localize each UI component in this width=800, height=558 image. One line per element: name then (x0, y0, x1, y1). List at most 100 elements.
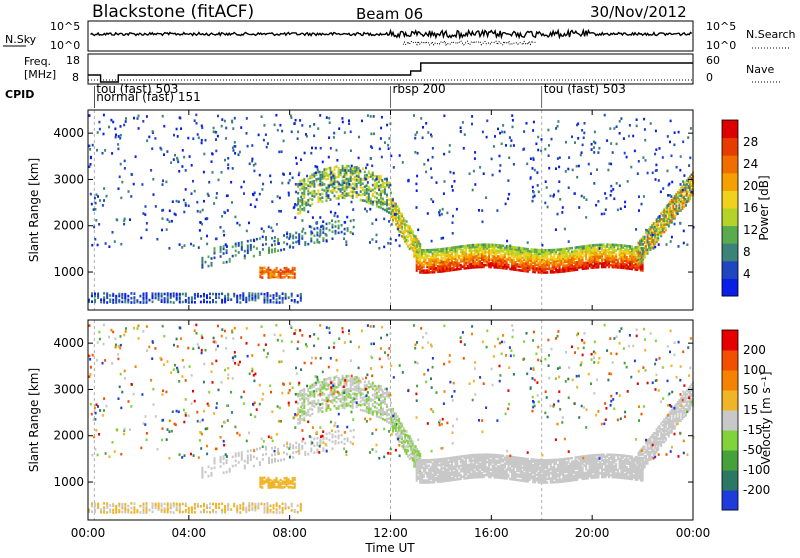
power-cell (492, 174, 494, 177)
power-cell (181, 246, 183, 249)
power-cell (677, 212, 679, 215)
power-cell (277, 129, 279, 132)
velocity-cell (300, 509, 302, 512)
power-cell (623, 137, 625, 140)
power-cell (178, 170, 180, 173)
power-cell (261, 188, 263, 191)
power-cell (170, 301, 172, 304)
power-cell (155, 293, 157, 296)
power-cell (286, 267, 288, 270)
power-cell (330, 169, 332, 172)
velocity-cell (366, 411, 368, 414)
power-cell (365, 185, 367, 188)
power-cell (285, 293, 287, 296)
velocity-cell (274, 458, 276, 461)
velocity-cell (313, 445, 315, 448)
power-cell (253, 164, 255, 167)
power-cell (185, 293, 187, 296)
velocity-cell (261, 477, 263, 480)
power-cell (364, 189, 366, 192)
power-cell (340, 188, 342, 191)
power-cell (497, 128, 499, 131)
velocity-cell (276, 477, 278, 480)
power-cell (619, 120, 621, 123)
velocity-cell (264, 506, 266, 509)
power-cell (583, 254, 585, 257)
velocity-cell (259, 461, 261, 464)
velocity-cell (282, 511, 284, 514)
power-cell (604, 114, 606, 117)
noise-tick-bottom: 10^0 (50, 39, 80, 52)
power-cell (483, 172, 485, 175)
velocity-cell (305, 412, 307, 415)
power-cell (304, 243, 306, 246)
power-cell (232, 127, 234, 130)
velocity-cell (248, 502, 250, 505)
power-cell (229, 258, 231, 261)
velocity-cell (323, 381, 325, 384)
power-cell (547, 206, 549, 209)
velocity-cell (311, 384, 313, 387)
velocity-cell (313, 438, 315, 441)
velocity-cell (382, 395, 384, 398)
power-cell (384, 209, 386, 212)
velocity-cell (397, 415, 399, 418)
power-cell (364, 200, 366, 203)
power-cell (233, 149, 235, 152)
power-cell (241, 241, 243, 244)
power-cell (342, 165, 344, 168)
power-cell (263, 230, 265, 233)
velocity-cell (323, 387, 325, 390)
power-cell (146, 139, 148, 142)
power-cell (382, 202, 384, 205)
power-cell (372, 172, 374, 175)
power-cell (215, 238, 217, 241)
power-cell (315, 147, 317, 150)
velocity-cell (270, 479, 272, 482)
velocity-cell (326, 403, 328, 406)
power-cell (209, 293, 211, 296)
velocity-cell (313, 405, 315, 408)
power-cell (330, 167, 332, 170)
power-cell (530, 248, 532, 251)
power-cell (320, 225, 322, 228)
power-cell (248, 292, 250, 295)
velocity-cell (191, 511, 193, 514)
power-cell (336, 176, 338, 179)
power-cell (557, 213, 559, 216)
velocity-cell (103, 506, 105, 509)
power-cell (372, 189, 374, 192)
velocity-cell (277, 459, 279, 462)
power-cell (352, 167, 354, 170)
power-cell (259, 267, 261, 270)
velocity-cell (259, 447, 261, 450)
power-cell (555, 127, 557, 130)
power-cell (182, 149, 184, 152)
power-cell (311, 174, 313, 177)
power-cell (416, 175, 418, 178)
velocity-cell (239, 507, 241, 510)
power-cell (142, 120, 144, 123)
power-cell (659, 147, 661, 150)
power-cell (155, 205, 157, 208)
velocity-cell (244, 465, 246, 468)
power-cell (313, 175, 315, 178)
power-cell (329, 229, 331, 232)
velocity-cell (121, 503, 123, 506)
power-cell (336, 149, 338, 152)
power-cell (344, 179, 346, 182)
power-cell (624, 245, 626, 248)
power-cell (201, 142, 203, 145)
power-cell (301, 237, 303, 240)
velocity-cell (164, 507, 166, 510)
power-cell (170, 161, 172, 164)
power-cell (650, 122, 652, 125)
power-cell (127, 295, 129, 298)
power-cell (133, 299, 135, 302)
power-cell (676, 166, 678, 169)
velocity-cell (106, 502, 108, 505)
power-cell (111, 152, 113, 155)
velocity-cell (346, 388, 348, 391)
power-cell (523, 148, 525, 151)
velocity-cell (191, 506, 193, 509)
